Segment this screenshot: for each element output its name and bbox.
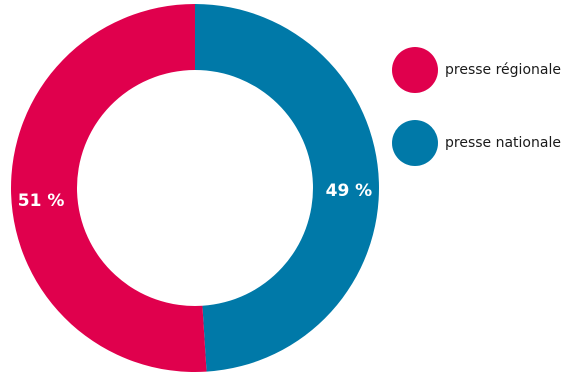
donut-slices	[11, 4, 380, 372]
slice-presse-nationale	[195, 4, 380, 372]
legend-swatch-presse-nationale	[392, 120, 438, 166]
legend-label-presse-nationale: presse nationale	[445, 135, 561, 151]
legend: presse régionale presse nationale	[392, 47, 561, 193]
legend-item-presse-nationale: presse nationale	[392, 120, 561, 166]
legend-swatch-presse-regionale	[392, 47, 438, 93]
slice-presse-regionale	[11, 4, 207, 372]
slice-label-presse-regionale: 51 %	[18, 191, 65, 211]
slice-label-presse-nationale: 49 %	[326, 181, 373, 201]
legend-label-presse-regionale: presse régionale	[445, 62, 561, 78]
legend-item-presse-regionale: presse régionale	[392, 47, 561, 93]
